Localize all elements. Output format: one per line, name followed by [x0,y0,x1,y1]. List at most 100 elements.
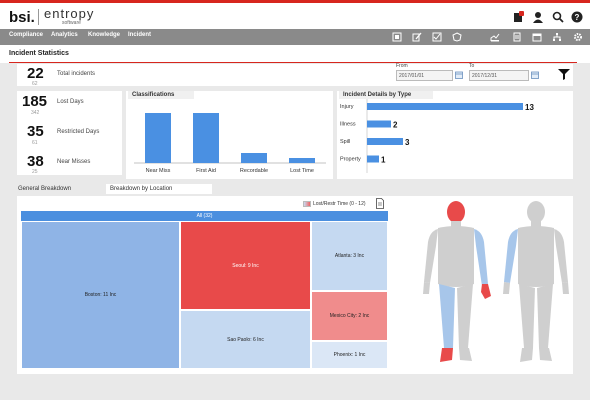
from-calendar-icon[interactable] [455,71,463,79]
incident-details-data-label: 1 [381,156,386,165]
shield-icon[interactable] [452,32,462,42]
tab-general-breakdown[interactable]: General Breakdown [18,186,72,192]
entropy-logo[interactable]: entropy [44,6,95,21]
back-head-region[interactable] [527,201,545,223]
incident-details-title: Incident Details by Type [339,91,433,99]
restricted-days-previous: 61 [32,140,38,146]
back-right-foot-region[interactable] [539,348,552,361]
to-date-input[interactable]: 2017/12/31 [469,70,529,81]
lost-days-value: 185 [22,93,48,110]
treemap-cell-sao-paolo[interactable]: Sao Paolo: 6 Inc [180,310,311,369]
back-neck-region[interactable] [531,221,541,227]
body-injury-map [423,201,569,362]
treemap-cell-atlanta[interactable]: Atlanta: 3 Inc [311,221,388,291]
export-document-icon[interactable] [376,198,384,209]
to-label: To [469,63,475,69]
back-left-hand-region[interactable] [503,282,510,294]
incident-details-tick-label: Injury [340,104,354,110]
left-leg-region[interactable] [457,284,473,348]
bsi-logo[interactable]: bsi. [9,9,35,26]
checklist-icon[interactable] [432,32,442,42]
edit-form-icon[interactable] [412,32,422,42]
page-header: Incident Statistics [0,45,590,63]
classifications-tick-label: Lost Time [290,168,314,174]
nav-analytics[interactable]: Analytics [51,32,78,38]
incident-details-bar [367,138,403,145]
right-leg-region[interactable] [439,284,455,348]
classifications-tick-label: First Aid [196,168,216,174]
logo-tagline: software [62,20,81,26]
classifications-bar [193,113,219,163]
user-icon[interactable] [532,11,544,23]
summary-row: 22 62 Total incidents From 2017/01/01 To… [17,63,573,87]
front-body-figure[interactable] [423,201,491,362]
search-icon[interactable] [552,11,564,23]
back-left-leg-region[interactable] [519,284,535,348]
kpi-panel: 185 342 Lost Days 35 61 Restricted Days … [17,91,122,175]
analytics-icon[interactable] [490,32,500,42]
treemap-cell-seoul[interactable]: Seoul: 9 Inc [180,221,311,310]
report-icon[interactable] [512,32,522,42]
back-left-foot-region[interactable] [520,348,533,362]
total-incidents-label: Total incidents [57,71,96,77]
treemap-legend: Lost/Restr Time (0 - 12) [313,201,366,207]
incident-details-chart: Injury 13 Illness 2 Spill 3 Property 1 [340,99,534,173]
right-hand-region[interactable] [423,282,430,294]
to-calendar-icon[interactable] [531,71,539,79]
left-arm-region[interactable] [474,229,488,286]
incident-details-tick-label: Illness [340,122,356,128]
main-nav: Compliance Analytics Knowledge Incident [0,29,590,45]
back-right-hand-region[interactable] [562,282,569,294]
treemap-cell-boston[interactable]: Boston: 11 Inc [21,221,180,369]
from-label: From [396,63,408,69]
back-left-arm-region[interactable] [504,229,518,283]
notifications-icon[interactable] [512,11,524,23]
treemap-cell-phoenix[interactable]: Phoenix: 1 Inc [311,341,388,369]
back-body-figure[interactable] [503,201,569,362]
top-bar: bsi. entropy software ? [0,3,590,29]
gear-icon[interactable] [573,32,583,42]
classifications-chart: Near Miss First Aid Recordable Lost Time [134,113,326,174]
calendar-icon[interactable] [532,32,542,42]
nav-compliance[interactable]: Compliance [9,32,44,38]
tab-breakdown-by-location[interactable]: Breakdown by Location [106,184,212,194]
from-date-input[interactable]: 2017/01/01 [396,70,453,81]
classifications-bar [289,158,315,163]
help-icon[interactable]: ? [571,11,583,23]
left-hand-region[interactable] [481,284,491,299]
incident-details-tick-label: Property [340,157,361,163]
nav-incident[interactable]: Incident [128,32,152,38]
treemap-cell-mexico-city[interactable]: Mexico City: 2 Inc [311,291,388,341]
right-foot-region[interactable] [440,348,453,362]
back-right-leg-region[interactable] [537,284,553,348]
near-misses-label: Near Misses [57,159,91,165]
incident-details-data-label: 13 [525,103,534,112]
restricted-days-value: 35 [27,123,44,140]
logo-divider [38,9,39,25]
filter-icon[interactable] [557,67,571,81]
title-underline [9,62,577,63]
right-arm-region[interactable] [424,229,438,283]
legend-gradient-swatch [303,201,311,207]
incident-details-panel: Incident Details by Type Injury 13 Illness… [337,91,573,179]
back-right-arm-region[interactable] [554,229,568,283]
near-misses-value: 38 [27,153,44,170]
document-icon[interactable] [392,32,402,42]
page-title: Incident Statistics [9,50,69,57]
treemap-all-header[interactable]: All (32) [21,211,388,221]
classifications-tick-label: Near Miss [146,168,171,174]
total-incidents-value: 22 [27,65,44,82]
nav-knowledge[interactable]: Knowledge [88,32,121,38]
restricted-days-label: Restricted Days [57,129,100,135]
left-foot-region[interactable] [459,348,472,361]
top-accent-line [0,0,590,3]
neck-region[interactable] [451,221,461,227]
head-region[interactable] [447,201,465,223]
lost-days-previous: 342 [31,110,40,116]
back-torso-region[interactable] [518,226,554,287]
incident-details-bar [367,155,379,163]
svg-text:?: ? [575,13,580,22]
classifications-tick-label: Recordable [240,168,268,174]
torso-region[interactable] [438,226,474,287]
org-chart-icon[interactable] [552,32,562,42]
